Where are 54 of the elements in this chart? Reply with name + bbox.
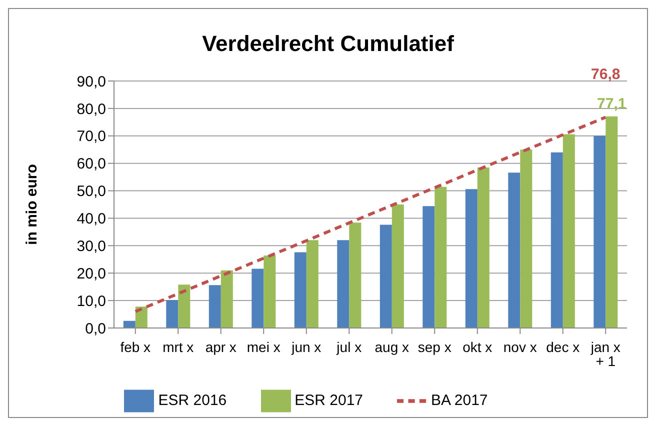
bar xyxy=(562,134,575,328)
bar xyxy=(178,284,190,328)
legend-label: ESR 2017 xyxy=(294,392,364,409)
bar xyxy=(422,206,435,328)
bar xyxy=(550,152,563,328)
bar xyxy=(392,204,404,328)
y-tick-label: 10,0 xyxy=(76,292,106,310)
y-tick-label: 90,0 xyxy=(76,73,106,90)
x-tick-label: jan x + 1 xyxy=(590,338,620,369)
bar xyxy=(434,186,447,328)
bar xyxy=(380,224,392,328)
bar xyxy=(294,252,306,328)
y-tick-label: 40,0 xyxy=(76,210,106,228)
x-tick-label: dec x xyxy=(546,338,580,355)
bar xyxy=(123,320,136,328)
x-tick-label: sep x xyxy=(418,338,452,355)
x-tick-label: mei x xyxy=(246,338,280,355)
x-tick-label: nov x xyxy=(503,338,537,355)
y-tick-label: 60,0 xyxy=(76,156,106,173)
x-tick-label: jun x xyxy=(290,338,322,355)
bar xyxy=(594,136,606,328)
line-series xyxy=(134,116,608,314)
y-tick-label: 20,0 xyxy=(76,265,106,282)
bar xyxy=(220,270,233,328)
legend-label: BA 2017 xyxy=(431,392,488,409)
bar xyxy=(520,150,532,328)
bar xyxy=(208,285,221,328)
y-tick-label: 50,0 xyxy=(76,183,106,200)
x-tick-label: mrt x xyxy=(162,338,194,355)
data-label: 76,8 xyxy=(591,66,620,84)
bar xyxy=(465,189,478,328)
bar xyxy=(264,256,276,328)
bar xyxy=(306,240,318,328)
legend-label: ESR 2016 xyxy=(158,392,227,409)
x-tick-label: jul x xyxy=(336,338,362,355)
chart-title: Verdeelrecht Cumulatief xyxy=(201,30,455,58)
x-tick-label: aug x xyxy=(374,338,409,355)
bar xyxy=(166,300,178,328)
y-axis-title: in mio euro xyxy=(23,164,40,245)
x-tick-label: okt x xyxy=(462,338,492,355)
bar xyxy=(135,306,148,328)
bar xyxy=(349,222,362,328)
bar xyxy=(508,172,520,328)
bar xyxy=(606,116,618,328)
data-label: 77,1 xyxy=(597,95,626,112)
y-tick-label: 0,0 xyxy=(85,320,106,338)
x-tick-label: feb x xyxy=(120,338,151,355)
y-tick-label: 70,0 xyxy=(76,128,106,146)
bar xyxy=(337,240,350,328)
bar xyxy=(252,268,264,328)
y-tick-label: 80,0 xyxy=(76,100,106,118)
y-tick-label: 30,0 xyxy=(76,238,106,255)
bar xyxy=(477,167,490,328)
x-tick-label: apr x xyxy=(205,338,236,355)
